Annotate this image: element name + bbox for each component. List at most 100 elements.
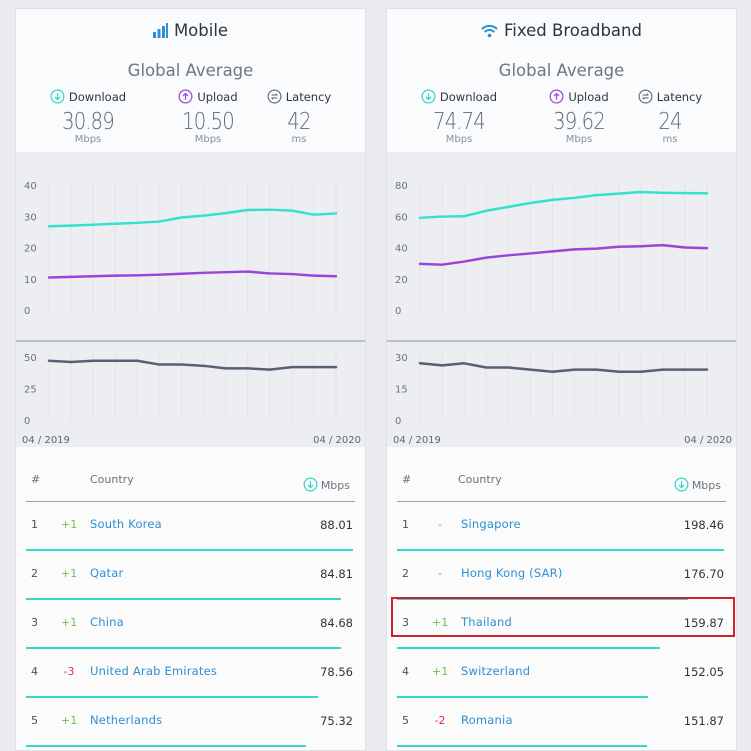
y-tick-label: 15 xyxy=(395,385,408,396)
table-row[interactable]: 1 +1 South Korea 88.01 xyxy=(16,504,365,553)
panel-title-text: Fixed Broadband xyxy=(504,21,642,40)
y-tick-label: 80 xyxy=(395,181,408,192)
row-rank: 4 xyxy=(31,665,38,678)
x-start-label: 04 / 2019 xyxy=(22,435,70,446)
latency-unit: ms xyxy=(291,134,307,145)
row-rank: 2 xyxy=(31,567,38,580)
table-row[interactable]: 4 -3 United Arab Emirates 78.56 xyxy=(16,651,365,700)
table-row[interactable]: 5 +1 Netherlands 75.32 xyxy=(16,700,365,749)
upload-label: Upload xyxy=(197,90,238,104)
row-rank-change: +1 xyxy=(61,567,78,580)
trend-chart-svg: 0 20 40 60 80 0 15 30 04 / 2019 04 / 2020 xyxy=(387,181,736,446)
header-divider xyxy=(26,501,355,502)
table-row[interactable]: 2 - Hong Kong (SAR) 176.70 xyxy=(387,553,736,602)
row-speed-bar xyxy=(26,549,353,551)
mobile-panel: Mobile Global Average Download 30.89 Mbp… xyxy=(15,8,366,751)
download-series-line xyxy=(418,190,709,220)
download-value: 74.74 xyxy=(433,109,486,135)
download-arrow-icon xyxy=(421,89,436,104)
row-rank: 5 xyxy=(402,714,409,727)
row-country-link[interactable]: China xyxy=(90,615,124,629)
latency-icon xyxy=(638,89,653,104)
row-speed-bar xyxy=(26,598,342,600)
latency-value: 42 xyxy=(287,109,311,135)
rank-column-header: # xyxy=(402,473,412,486)
y-tick-label: 30 xyxy=(395,353,408,364)
row-rank-change: +1 xyxy=(61,616,78,629)
row-rank-change: - xyxy=(438,518,442,531)
latency-value: 24 xyxy=(658,109,682,135)
row-speed-value: 88.01 xyxy=(320,518,353,532)
row-rank-change: +1 xyxy=(61,518,78,531)
y-tick-label: 60 xyxy=(395,212,408,223)
y-tick-label: 0 xyxy=(395,416,401,427)
row-speed-bar xyxy=(397,696,648,698)
table-row[interactable]: 4 +1 Switzerland 152.05 xyxy=(387,651,736,700)
row-country-link[interactable]: Thailand xyxy=(461,615,512,629)
row-country-link[interactable]: Singapore xyxy=(461,517,521,531)
row-country-link[interactable]: Qatar xyxy=(90,566,124,580)
row-speed-value: 84.68 xyxy=(320,616,353,630)
trend-chart: 0 20 40 60 80 0 15 30 04 / 2019 04 / 2020 xyxy=(387,152,736,447)
latency-unit: ms xyxy=(662,134,678,145)
row-rank: 4 xyxy=(402,665,409,678)
download-arrow-icon xyxy=(303,477,318,492)
download-label: Download xyxy=(68,90,127,104)
country-column-header: Country xyxy=(458,473,502,486)
x-end-label: 04 / 2020 xyxy=(684,435,732,446)
value-column-header[interactable]: Mbps xyxy=(674,477,721,492)
table-row[interactable]: 1 - Singapore 198.46 xyxy=(387,504,736,553)
download-unit: Mbps xyxy=(74,134,102,145)
row-rank-change: +1 xyxy=(432,616,449,629)
y-tick-label: 0 xyxy=(395,306,401,317)
row-speed-bar xyxy=(397,745,648,747)
latency-metric: Latency 24 ms xyxy=(615,89,725,145)
y-tick-label: 20 xyxy=(395,275,408,286)
trend-chart-svg: 0 10 20 30 40 0 25 50 04 / 2019 04 / 2020 xyxy=(16,181,365,446)
x-end-label: 04 / 2020 xyxy=(313,435,361,446)
table-row[interactable]: 2 +1 Qatar 84.81 xyxy=(16,553,365,602)
row-country-link[interactable]: Switzerland xyxy=(461,664,531,678)
row-country-link[interactable]: United Arab Emirates xyxy=(90,664,218,678)
upload-unit: Mbps xyxy=(565,134,593,145)
fixed-broadband-panel: Fixed Broadband Global Average Download … xyxy=(386,8,737,751)
upload-value: 10.50 xyxy=(182,109,235,135)
download-arrow-icon xyxy=(50,89,65,104)
row-rank-change: -3 xyxy=(63,665,75,678)
upload-value: 39.62 xyxy=(553,109,606,135)
value-column-label: Mbps xyxy=(320,479,350,492)
y-tick-label: 40 xyxy=(395,244,408,255)
table-row[interactable]: 5 -2 Romania 151.87 xyxy=(387,700,736,749)
trend-chart: 0 10 20 30 40 0 25 50 04 / 2019 04 / 2020 xyxy=(16,152,365,447)
row-speed-bar xyxy=(26,647,341,649)
row-country-link[interactable]: South Korea xyxy=(90,517,162,531)
upload-arrow-icon xyxy=(549,89,564,104)
table-header: # Country Mbps xyxy=(16,454,365,504)
upload-unit: Mbps xyxy=(194,134,222,145)
signal-bars-icon xyxy=(152,23,168,42)
row-speed-bar xyxy=(397,598,689,600)
upload-arrow-icon xyxy=(178,89,193,104)
panel-title: Fixed Broadband xyxy=(387,21,736,42)
latency-metric: Latency 42 ms xyxy=(244,89,354,145)
table-row[interactable]: 3 +1 China 84.68 xyxy=(16,602,365,651)
ranking-table: # Country Mbps 1 +1 South Korea 88.01 2 +1 Qat… xyxy=(16,454,365,750)
row-country-link[interactable]: Netherlands xyxy=(90,713,163,727)
row-rank-change: - xyxy=(438,567,442,580)
row-speed-value: 84.81 xyxy=(320,567,353,581)
row-speed-value: 159.87 xyxy=(683,616,724,630)
x-start-label: 04 / 2019 xyxy=(393,435,441,446)
row-speed-value: 176.70 xyxy=(683,567,724,581)
country-column-header: Country xyxy=(90,473,134,486)
row-speed-bar xyxy=(26,696,318,698)
row-country-link[interactable]: Romania xyxy=(461,713,513,727)
table-row[interactable]: 3 +1 Thailand 159.87 xyxy=(387,602,736,651)
row-country-link[interactable]: Hong Kong (SAR) xyxy=(461,566,563,580)
panel-title-text: Mobile xyxy=(173,21,229,40)
upload-label: Upload xyxy=(568,90,609,104)
value-column-header[interactable]: Mbps xyxy=(303,477,350,492)
row-rank-change: +1 xyxy=(432,665,449,678)
row-speed-value: 152.05 xyxy=(683,665,724,679)
upload-metric: Upload 10.50 Mbps xyxy=(153,89,263,145)
y-tick-label: 0 xyxy=(24,416,30,427)
